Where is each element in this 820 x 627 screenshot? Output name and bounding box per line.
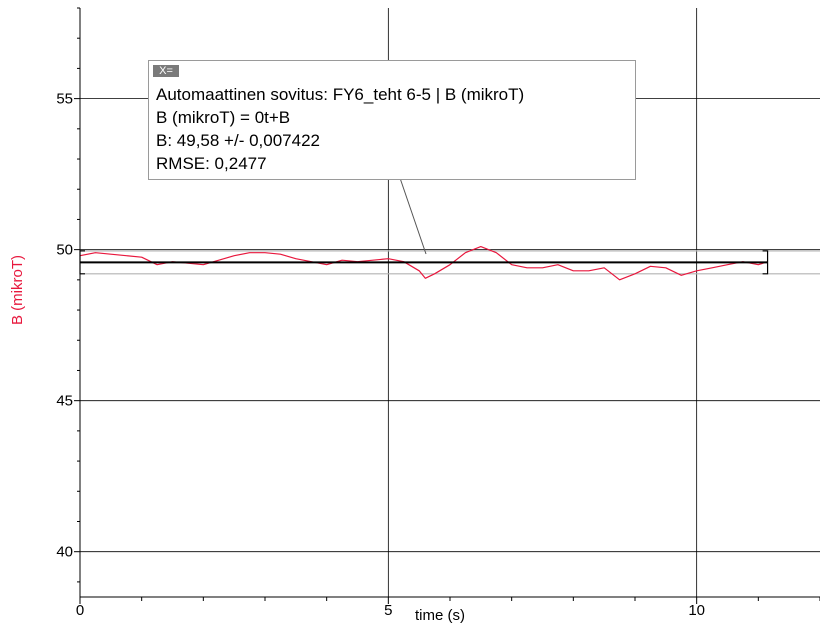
y-tick-label: 45 [56,393,73,410]
y-tick-label: 55 [56,91,73,108]
tick-labels: 40 45 50 55 0 5 10 [56,91,705,619]
axes [74,7,820,604]
annotation-leader-line [399,177,427,255]
close-icon[interactable]: X= [153,65,179,77]
x-tick-label: 5 [384,602,392,619]
y-axis-title: B (mikroT) [9,255,26,325]
x-axis-title: time (s) [415,607,465,624]
fit-range-bracket [79,250,85,275]
fit-range-bracket [762,250,769,275]
data-series [79,246,768,281]
fit-annotation-box[interactable]: X= Automaattinen sovitus: FY6_teht 6-5 |… [148,60,636,180]
annotation-line: B: 49,58 +/- 0,007422 [156,131,320,150]
annotation-line: B (mikroT) = 0t+B [156,108,291,127]
fit-band [80,250,820,275]
fit-line [79,250,769,275]
annotation-line: RMSE: 0,2477 [156,154,267,173]
series-line [79,246,768,281]
y-tick-label: 40 [56,544,73,561]
y-tick-label: 50 [56,242,73,259]
annotation-line: Automaattinen sovitus: FY6_teht 6-5 | B … [156,85,525,104]
x-tick-label: 10 [688,602,705,619]
x-tick-label: 0 [76,602,84,619]
